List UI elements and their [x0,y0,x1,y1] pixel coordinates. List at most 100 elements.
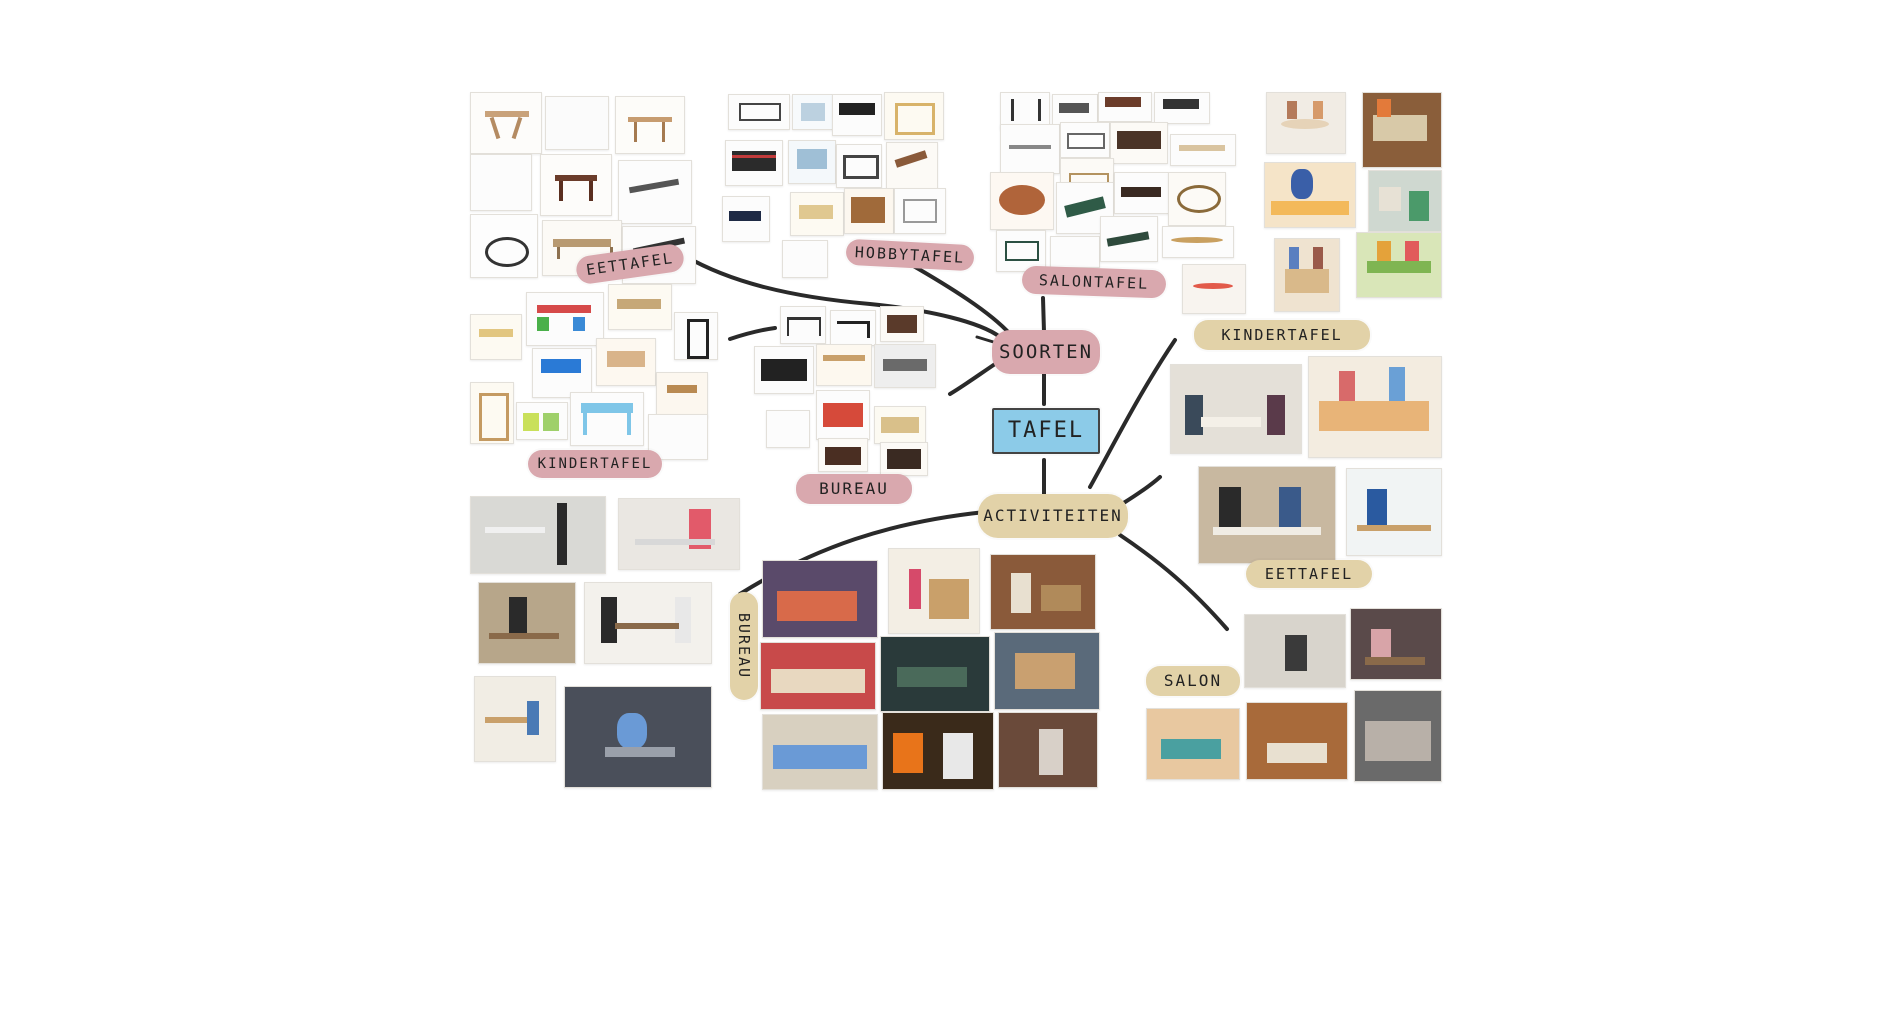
photo-salon-table [1000,124,1060,174]
node-salon: SALON [1146,666,1240,696]
photo-salon-activity [1244,614,1346,688]
photo-dining-activity [1198,466,1336,564]
photo-desk [874,344,936,388]
photo-desk [816,390,870,440]
photo-hobby-activity [994,632,1100,710]
node-eettafel-right: EETTAFEL [1246,560,1372,588]
photo-office-work [474,676,556,762]
photo-dining-table [470,92,542,154]
photo-hobby-table [722,196,770,242]
photo-desk [830,310,876,346]
photo-desk [766,410,810,448]
photo-office-work [478,582,576,664]
node-bureau-left: BUREAU [730,592,758,700]
photo-salon-table [1114,172,1170,214]
photo-kids-table [1356,232,1442,298]
photo-hobby-table [788,140,836,184]
photo-hobby-activity [762,560,878,638]
node-bureau-mid: BUREAU [796,474,912,504]
photo-kids-furniture [674,312,718,360]
photo-kids-table [1266,92,1346,154]
node-tafel-center: TAFEL [992,408,1100,454]
photo-hobby-table [782,240,828,278]
photo-kids-furniture [608,284,672,330]
node-kindertafel-right: KINDERTAFEL [1194,320,1370,350]
photo-hobby-activity [888,548,980,634]
photo-kids-table [1182,264,1246,314]
photo-hobby-table [790,192,844,236]
photo-kids-table [1368,170,1442,232]
photo-office-work [584,582,712,664]
photo-salon-table [1060,122,1110,158]
photo-hobby-table [884,92,944,140]
photo-kids-furniture [596,338,656,386]
photo-salon-table [1000,92,1050,130]
node-soorten: SOORTEN [992,330,1100,374]
photo-salon-table [1170,134,1236,166]
photo-salon-activity [1246,702,1348,780]
photo-office-work [564,686,712,788]
photo-kids-furniture [656,372,708,418]
photo-dining-table [540,154,612,216]
photo-dining-table [615,96,685,154]
link-soorten-bureau [948,360,1000,396]
photo-dining-activity [1346,468,1442,556]
photo-hobby-activity [880,636,990,712]
photo-dining-activity [1170,364,1302,454]
photo-salon-table [1162,226,1234,258]
photo-kids-furniture [470,382,514,444]
photo-dining-table [470,214,538,278]
photo-salon-table [1168,172,1226,226]
photo-hobby-table [844,188,894,234]
photo-hobby-table [728,94,790,130]
node-kindertafel-left: KINDERTAFEL [528,450,662,478]
photo-kids-table [1362,92,1442,168]
photo-kids-table [1274,238,1340,312]
photo-dining-table [618,160,692,224]
photo-hobby-table [886,142,938,190]
photo-salon-table [996,230,1046,272]
photo-desk [816,344,872,386]
photo-kids-furniture [516,402,568,440]
link-soorten-kinder [728,326,777,341]
photo-salon-activity [1146,708,1240,780]
link-soorten-salontafel [1041,296,1046,334]
mind-map-collage: EETTAFEL HOBBYTAFEL SALONTAFEL SOORTEN T… [470,92,1450,790]
photo-salon-table [1100,216,1158,262]
photo-kids-table [1264,162,1356,228]
photo-hobby-table [836,144,882,188]
photo-salon-table [1154,92,1210,124]
photo-kids-furniture [648,414,708,460]
link-soorten-hobbytafel [908,262,1012,336]
photo-desk [754,346,814,394]
photo-kids-furniture [470,314,522,360]
photo-salon-activity [1350,608,1442,680]
photo-desk [880,442,928,476]
photo-desk [880,306,924,342]
photo-hobby-activity [990,554,1096,630]
photo-hobby-activity [998,712,1098,788]
photo-hobby-activity [762,714,878,790]
photo-desk [874,406,926,444]
photo-hobby-table [894,188,946,234]
photo-office-work [618,498,740,570]
node-activiteiten: ACTIVITEITEN [978,494,1128,538]
photo-desk [780,306,826,344]
photo-kids-furniture [570,392,644,446]
photo-office-work [470,496,606,574]
photo-kids-furniture [526,292,604,346]
photo-dining-table [470,154,532,211]
photo-salon-table [1110,122,1168,164]
photo-dining-table [545,96,609,150]
node-salontafel: SALONTAFEL [1021,265,1167,299]
photo-hobby-activity [760,642,876,710]
link-act-salon [1118,533,1229,631]
photo-dining-activity [1308,356,1442,458]
photo-salon-table [1050,236,1100,268]
photo-hobby-table [792,94,834,130]
photo-hobby-table [832,94,882,136]
photo-salon-activity [1354,690,1442,782]
photo-salon-table [990,172,1054,230]
photo-kids-furniture [532,348,592,398]
photo-hobby-activity [882,712,994,790]
